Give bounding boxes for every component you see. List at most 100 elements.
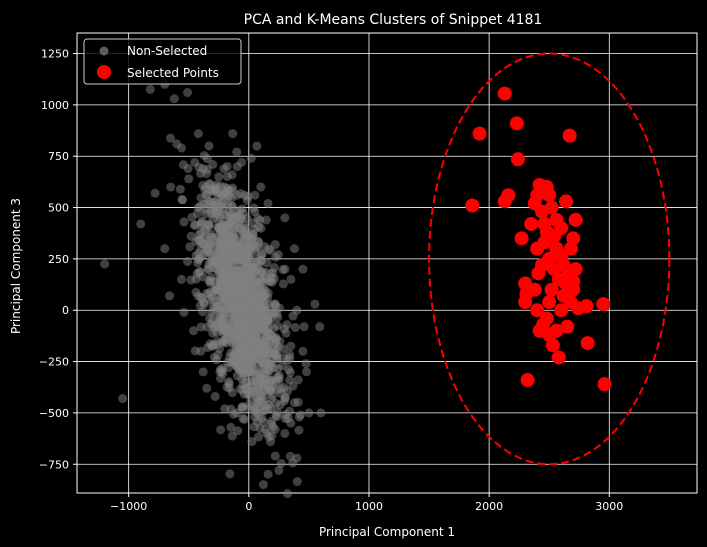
non-selected-point — [310, 299, 320, 309]
non-selected-point — [260, 267, 270, 277]
non-selected-point — [274, 303, 284, 313]
non-selected-point — [220, 235, 230, 245]
non-selected-point — [259, 417, 269, 427]
y-tick-label: 750 — [48, 150, 69, 163]
non-selected-point — [175, 184, 185, 194]
non-selected-point — [197, 216, 207, 226]
non-selected-point — [265, 246, 275, 256]
selected-point — [510, 152, 525, 167]
non-selected-point — [276, 388, 286, 398]
non-selected-point — [233, 312, 243, 322]
selected-point — [549, 212, 564, 227]
non-selected-point — [246, 153, 256, 163]
y-tick-label: 250 — [48, 253, 69, 266]
non-selected-point — [283, 489, 293, 499]
selected-point — [544, 282, 559, 297]
non-selected-point — [246, 324, 256, 334]
non-selected-point — [281, 328, 291, 338]
non-selected-point — [198, 367, 208, 377]
non-selected-point — [277, 361, 287, 371]
non-selected-point — [292, 305, 302, 315]
non-selected-point — [278, 279, 288, 289]
non-selected-point — [270, 451, 280, 461]
non-selected-point — [232, 147, 242, 157]
non-selected-point — [212, 195, 222, 205]
legend-marker-non-selected — [99, 46, 109, 56]
non-selected-point — [255, 215, 265, 225]
non-selected-point — [256, 182, 266, 192]
non-selected-point — [270, 350, 280, 360]
non-selected-point — [286, 274, 296, 284]
selected-point — [509, 116, 524, 131]
legend: Non-Selected Selected Points — [83, 38, 242, 85]
selected-point — [554, 249, 569, 264]
non-selected-point — [258, 391, 268, 401]
selected-point — [465, 198, 480, 213]
selected-point — [545, 338, 560, 353]
x-tick-label: 3000 — [595, 500, 623, 513]
selected-point — [596, 297, 611, 312]
non-selected-point — [136, 219, 146, 229]
non-selected-point — [215, 373, 225, 383]
non-selected-point — [280, 428, 290, 438]
non-selected-point — [226, 422, 236, 432]
non-selected-point — [274, 465, 284, 475]
non-selected-point — [204, 289, 214, 299]
selected-point — [472, 126, 487, 141]
non-selected-point — [293, 375, 303, 385]
non-selected-point — [251, 405, 261, 415]
non-selected-point — [202, 154, 212, 164]
selected-point — [568, 262, 583, 277]
non-selected-point — [177, 143, 187, 153]
non-selected-point — [286, 418, 296, 428]
non-selected-point — [235, 350, 245, 360]
non-selected-point — [204, 221, 214, 231]
non-selected-point — [227, 431, 237, 441]
non-selected-point — [226, 348, 236, 358]
non-selected-point — [221, 326, 231, 336]
non-selected-point — [243, 332, 253, 342]
non-selected-point — [169, 94, 179, 104]
non-selected-point — [186, 275, 196, 285]
selected-point — [562, 128, 577, 143]
selected-point — [579, 299, 594, 314]
y-tick-label: −750 — [39, 458, 69, 471]
non-selected-point — [160, 244, 170, 254]
non-selected-point — [214, 172, 224, 182]
non-selected-point — [215, 367, 225, 377]
non-selected-point — [202, 322, 212, 332]
selected-point — [549, 323, 564, 338]
non-selected-point — [240, 414, 250, 424]
non-selected-point — [255, 305, 265, 315]
non-selected-point — [220, 404, 230, 414]
non-selected-point — [285, 375, 295, 385]
selected-point — [559, 194, 574, 209]
non-selected-point — [242, 213, 252, 223]
non-selected-point — [213, 285, 223, 295]
selected-point — [514, 231, 529, 246]
non-selected-point — [228, 254, 238, 264]
non-selected-point — [226, 223, 236, 233]
selected-point — [551, 272, 566, 287]
non-selected-point — [219, 310, 229, 320]
non-selected-point — [280, 213, 290, 223]
non-selected-point — [292, 453, 302, 463]
non-selected-point — [248, 230, 258, 240]
non-selected-point — [263, 328, 273, 338]
cluster-ellipse — [428, 52, 671, 466]
non-selected-point — [232, 362, 242, 372]
selected-point — [542, 188, 557, 203]
non-selected-point — [292, 477, 302, 487]
non-selected-point — [216, 425, 226, 435]
plot-frame — [76, 32, 698, 494]
non-selected-point — [237, 374, 247, 384]
non-selected-point — [253, 324, 263, 334]
non-selected-point — [207, 232, 217, 242]
non-selected-point — [179, 307, 189, 317]
non-selected-point — [185, 242, 195, 252]
non-selected-point — [252, 397, 262, 407]
non-selected-point — [271, 252, 281, 262]
y-tick-label: 0 — [62, 304, 69, 317]
y-tick-label: −500 — [39, 407, 69, 420]
non-selected-point — [274, 376, 284, 386]
